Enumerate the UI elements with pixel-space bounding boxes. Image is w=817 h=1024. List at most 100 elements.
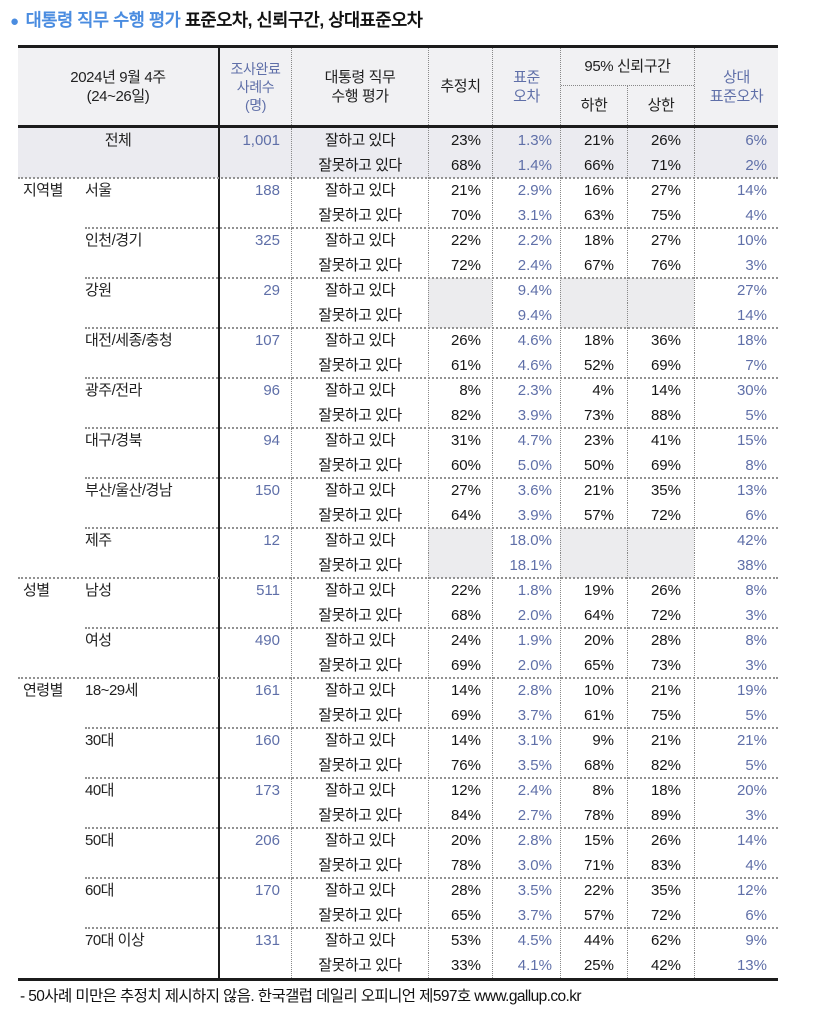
table-row: 잘하고 있다 21% 2.9% 16% 27% 14% [292,178,778,203]
relative-se-value: 3% [694,253,778,278]
estimate-value [428,278,492,303]
standard-error-value: 4.1% [492,953,560,978]
group-label [18,278,85,328]
estimate-value [428,528,492,553]
table-row: 잘못하고 있다 69% 2.0% 65% 73% 3% [292,653,778,678]
footnote: - 50사례 미만은 추정치 제시하지 않음. 한국갤럽 데일리 오피니언 제5… [20,988,582,1005]
category-label: 남성 [85,582,112,599]
ci-lower-value [560,528,627,553]
header-cases-line1: 조사완료 [230,60,281,77]
ci-lower-value: 71% [560,853,627,878]
eval-label: 잘못하고 있다 [318,807,402,824]
table-group: 대구/경북 94 잘하고 있다 31% 4.7% 23% 41% 15% 잘못하… [18,427,778,478]
standard-error-value: 2.9% [492,178,560,203]
group-rows: 잘하고 있다 18.0% 42% 잘못하고 있다 18.1% 38% [292,528,778,578]
ci-lower-value: 61% [560,703,627,728]
ci-lower-value: 22% [560,878,627,903]
sample-size: 12 [218,528,292,578]
table-row: 잘못하고 있다 76% 3.5% 68% 82% 5% [292,753,778,778]
group-rows: 잘하고 있다 24% 1.9% 20% 28% 8% 잘못하고 있다 69% 2… [292,628,778,678]
header-rse-line1: 상대 [723,68,750,86]
ci-lower-value: 16% [560,178,627,203]
table-group: 대전/세종/충청 107 잘하고 있다 26% 4.6% 18% 36% 18%… [18,327,778,378]
estimate-value: 23% [428,128,492,153]
header-ci-title: 95% 신뢰구간 [561,48,694,86]
eval-label: 잘하고 있다 [324,782,396,799]
relative-se-value: 10% [694,228,778,253]
estimate-value [428,553,492,578]
category-label: 60대 [85,882,115,899]
eval-label: 잘못하고 있다 [318,757,402,774]
ci-upper-value: 69% [627,453,694,478]
table-group: 연령별 18~29세 161 잘하고 있다 14% 2.8% 10% 21% 1… [18,677,778,728]
ci-lower-value: 18% [560,228,627,253]
group-rows: 잘하고 있다 27% 3.6% 21% 35% 13% 잘못하고 있다 64% … [292,478,778,528]
standard-error-value: 18.1% [492,553,560,578]
ci-lower-value [560,303,627,328]
eval-label: 잘못하고 있다 [318,557,402,574]
ci-upper-value: 89% [627,803,694,828]
eval-label: 잘못하고 있다 [318,257,402,274]
ci-upper-value: 21% [627,728,694,753]
ci-upper-value: 73% [627,653,694,678]
standard-error-value: 1.3% [492,128,560,153]
relative-se-value: 7% [694,353,778,378]
estimate-value: 22% [428,228,492,253]
ci-upper-value: 35% [627,478,694,503]
standard-error-value: 4.6% [492,353,560,378]
category-label: 광주/전라 [85,382,142,399]
eval-label: 잘하고 있다 [324,732,396,749]
standard-error-value: 3.0% [492,853,560,878]
ci-lower-value: 4% [560,378,627,403]
ci-lower-value: 10% [560,678,627,703]
eval-label: 잘하고 있다 [324,632,396,649]
eval-label: 잘하고 있다 [324,182,396,199]
group-label [18,478,85,528]
relative-se-value: 5% [694,703,778,728]
relative-se-value: 27% [694,278,778,303]
estimate-value: 21% [428,178,492,203]
ci-upper-value [627,553,694,578]
eval-label: 잘하고 있다 [324,282,396,299]
table-group: 제주 12 잘하고 있다 18.0% 42% 잘못하고 있다 18.1% 38% [18,527,778,578]
table-row: 잘못하고 있다 33% 4.1% 25% 42% 13% [292,953,778,978]
ci-upper-value: 72% [627,503,694,528]
ci-upper-value: 14% [627,378,694,403]
header-se-line2: 오차 [513,87,540,105]
ci-lower-value: 20% [560,628,627,653]
group-label [18,428,85,478]
estimate-value: 78% [428,853,492,878]
standard-error-value: 3.9% [492,403,560,428]
relative-se-value: 6% [694,903,778,928]
header-eval-line1: 대통령 직무 [324,68,396,86]
relative-se-value: 14% [694,178,778,203]
estimate-value: 31% [428,428,492,453]
sample-size: 325 [218,228,292,278]
group-label: 지역별 [23,182,63,199]
category-label: 70대 이상 [85,932,145,949]
ci-lower-value: 15% [560,828,627,853]
ci-upper-value: 21% [627,678,694,703]
relative-se-value: 6% [694,503,778,528]
group-label [18,928,85,978]
ci-lower-value: 21% [560,478,627,503]
ci-lower-value: 63% [560,203,627,228]
header-completed-cases: 조사완료 사례수 (명) [218,48,292,125]
relative-se-value: 12% [694,878,778,903]
ci-upper-value: 36% [627,328,694,353]
standard-error-value: 4.7% [492,428,560,453]
table-row: 잘하고 있다 20% 2.8% 15% 26% 14% [292,828,778,853]
estimate-value: 76% [428,753,492,778]
category-label: 여성 [85,632,112,649]
ci-upper-value: 28% [627,628,694,653]
sample-size: 206 [218,828,292,878]
table-row: 잘하고 있다 26% 4.6% 18% 36% 18% [292,328,778,353]
category-label: 18~29세 [85,682,138,699]
relative-se-value: 42% [694,528,778,553]
estimate-value: 53% [428,928,492,953]
table-group: 50대 206 잘하고 있다 20% 2.8% 15% 26% 14% 잘못하고… [18,827,778,878]
eval-label: 잘하고 있다 [324,682,396,699]
standard-error-value: 2.8% [492,828,560,853]
relative-se-value: 9% [694,928,778,953]
standard-error-value: 9.4% [492,303,560,328]
